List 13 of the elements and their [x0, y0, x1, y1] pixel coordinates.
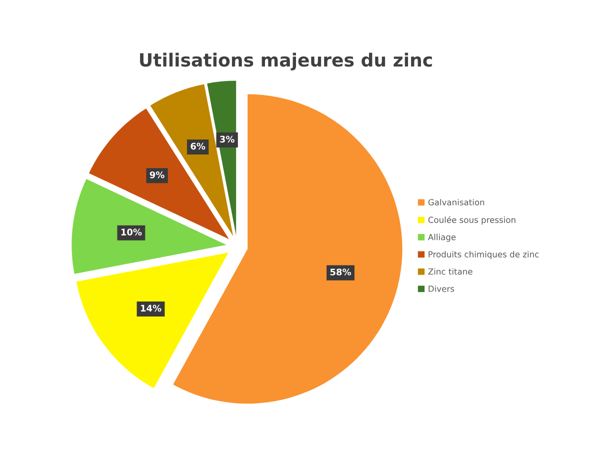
data-label: 10%	[121, 228, 142, 236]
data-label: 58%	[330, 268, 352, 276]
data-label: 6%	[190, 142, 206, 150]
legend-label: Galvanisation	[428, 198, 484, 206]
legend-label: Coulée sous pression	[428, 216, 516, 225]
data-label: 3%	[220, 136, 234, 143]
data-label: 9%	[150, 171, 164, 178]
legend-label: Produits chimiques de zinc	[428, 250, 539, 260]
legend-label: Alliage	[428, 234, 456, 242]
legend-label: Divers	[428, 285, 454, 292]
data-label: 14%	[140, 304, 162, 312]
chart-title: Utilisations majeures du zinc	[140, 52, 432, 70]
legend-label: Zinc titane	[428, 268, 472, 275]
